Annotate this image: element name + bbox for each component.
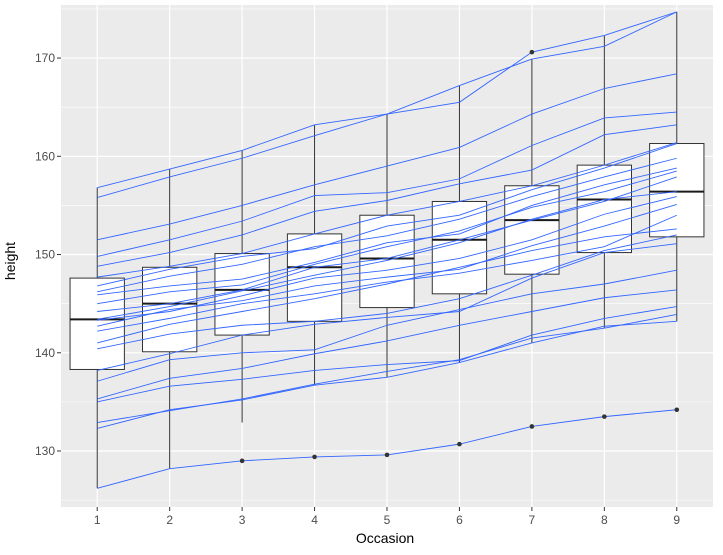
box-iqr (214, 253, 270, 336)
box-iqr (69, 277, 125, 370)
outliers-layer (239, 49, 680, 464)
series-line-3 (97, 314, 677, 423)
boxplots-layer (69, 11, 705, 489)
series-line-21 (97, 111, 677, 257)
outlier-point (239, 458, 245, 464)
series-line-17 (97, 157, 677, 293)
x-tick-label: 5 (384, 513, 391, 527)
y-tick-label: 160 (35, 149, 55, 163)
series-line-16 (97, 167, 677, 296)
boxplot-occasion-6 (431, 85, 488, 363)
series-line-10 (97, 214, 677, 332)
series-line-19 (97, 142, 677, 278)
series-line-13 (97, 191, 677, 320)
x-axis-title: Occasion (356, 530, 414, 546)
x-tick-label: 2 (166, 513, 173, 527)
series-line-15 (97, 170, 677, 305)
series-line-9 (97, 228, 677, 344)
y-tick-label: 140 (35, 346, 55, 360)
y-tick-label: 130 (35, 444, 55, 458)
x-tick-label: 6 (456, 513, 463, 527)
x-tick-label: 7 (529, 513, 536, 527)
series-line-20 (97, 124, 677, 267)
series-lines-layer (97, 11, 677, 489)
y-tick-label: 150 (35, 248, 55, 262)
x-tick-label: 3 (239, 513, 246, 527)
x-tick-label: 9 (673, 513, 680, 527)
box-iqr (431, 200, 488, 295)
series-line-4 (97, 306, 677, 403)
box-iqr (576, 164, 633, 254)
outlier-point (312, 454, 317, 460)
series-line-14 (97, 176, 677, 312)
outlier-point (529, 424, 535, 429)
outlier-point (674, 407, 680, 413)
box-iqr (649, 143, 705, 238)
y-axis-title: height (2, 242, 18, 280)
outlier-point (529, 49, 535, 55)
boxplot-occasion-8 (576, 35, 633, 329)
series-line-5 (97, 289, 677, 400)
box-iqr (359, 214, 415, 309)
series-line-8 (97, 234, 677, 350)
series-line-6 (97, 269, 677, 382)
x-axis: 1 2 3 4 5 6 7 8 9 (94, 507, 680, 527)
boxplot-occasion-1 (69, 187, 125, 489)
outlier-point (384, 452, 390, 458)
boxplot-occasion-5 (359, 114, 415, 378)
outlier-point (602, 414, 607, 419)
y-tick-label: 170 (35, 51, 55, 65)
series-line-18 (97, 143, 677, 287)
series-line-7 (97, 243, 677, 371)
outlier-point (457, 441, 462, 447)
y-axis: 130 140 150 160 170 (35, 51, 61, 458)
box-iqr (504, 185, 560, 275)
x-tick-label: 1 (94, 513, 101, 527)
series-line-12 (97, 196, 677, 321)
x-tick-label: 8 (601, 513, 608, 527)
series-line-24 (97, 11, 677, 189)
x-tick-label: 4 (311, 513, 318, 527)
series-line-22 (97, 73, 677, 241)
